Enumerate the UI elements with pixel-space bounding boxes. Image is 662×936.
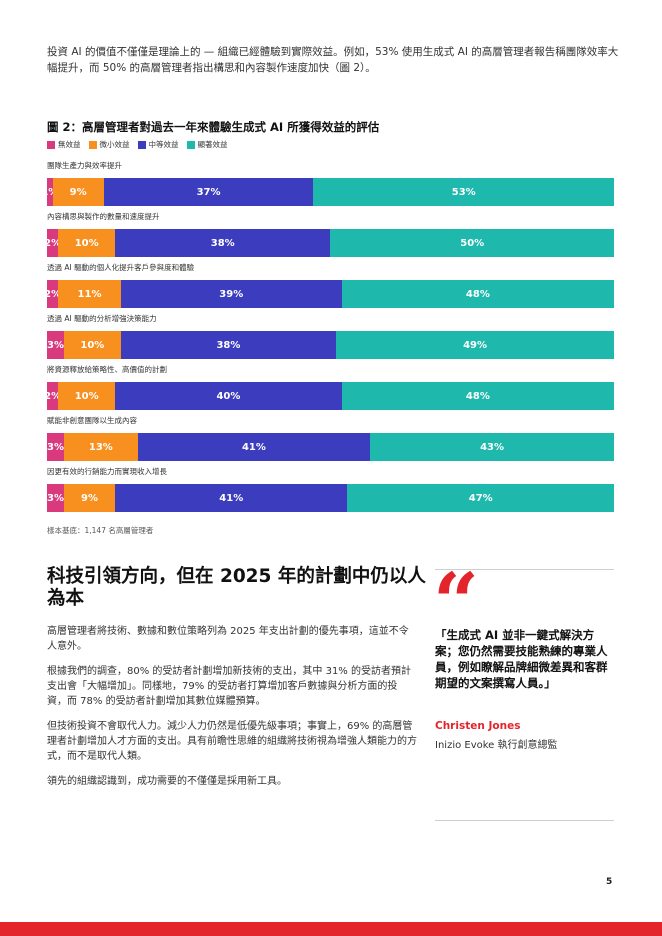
bar-segment-none: 2%	[44, 229, 61, 257]
bar-segment-none: 3%	[47, 433, 64, 461]
legend-label-significant: 顯著效益	[197, 140, 228, 149]
bar-segment-moderate: 40%	[115, 382, 342, 410]
section-title: 科技引領方向，但在 2025 年的計劃中仍以人為本	[47, 566, 426, 609]
chart-row: 賦能非創意團隊以生成內容 3% 13% 41% 43%	[47, 415, 614, 461]
legend-item-moderate: 中等效益	[137, 139, 179, 150]
bar-segment-none: 2%	[44, 280, 61, 308]
bar-segment-moderate: 39%	[120, 280, 342, 308]
stacked-bar: 2% 10% 40% 48%	[44, 382, 614, 410]
bar-segment-moderate: 38%	[120, 331, 337, 359]
category-label: 賦能非創意團隊以生成內容	[47, 416, 137, 425]
chart-row: 透過 AI 驅動的個人化提升客戶參與度和體驗 2% 11% 39% 48%	[44, 262, 614, 308]
legend-swatch-moderate	[137, 140, 146, 149]
quote-mark-icon: “	[433, 555, 480, 649]
bar-segment-none: 2%	[44, 382, 61, 410]
bar-segment-significant: 47%	[347, 484, 614, 512]
bar-segment-moderate: 37%	[103, 178, 314, 206]
legend-label-moderate: 中等效益	[148, 140, 179, 149]
legend-swatch-small	[88, 140, 97, 149]
body-paragraph: 根據我們的調查，80% 的受訪者計劃增加新技術的支出，其中 31% 的受訪者預計…	[47, 666, 411, 707]
body-paragraph: 但技術投資不會取代人力。減少人力仍然是低優先級事項；事實上，69% 的高層管理者…	[47, 721, 417, 762]
stacked-bar: 1% 9% 37% 53%	[41, 178, 614, 206]
bar-segment-small: 9%	[64, 484, 116, 512]
category-label: 因更有效的行銷能力而實現收入增長	[47, 467, 167, 476]
body-paragraph: 領先的組織認識到，成功需要的不僅僅是採用新工具。	[47, 776, 287, 787]
category-label: 透過 AI 驅動的個人化提升客戶參與度和體驗	[47, 263, 195, 272]
bar-segment-small: 10%	[58, 382, 116, 410]
quote-author-role: Inizio Evoke 執行創意總監	[435, 740, 558, 751]
chart-legend: 無效益 微小效益 中等效益 顯著效益	[47, 139, 228, 150]
legend-swatch-none	[47, 140, 55, 149]
figure-title: 圖 2：高層管理者對過去一年來體驗生成式 AI 所獲得效益的評估	[47, 120, 380, 134]
stacked-bar: 2% 11% 39% 48%	[44, 280, 614, 308]
bar-segment-significant: 48%	[341, 280, 614, 308]
intro-paragraph: 投資 AI 的價值不僅僅是理論上的 — 組織已經體驗到實際效益。例如，53% 使…	[47, 46, 619, 74]
footer-accent-bar	[0, 922, 662, 936]
page-number: 5	[606, 877, 613, 887]
legend-swatch-significant	[186, 140, 195, 149]
chart-row: 因更有效的行銷能力而實現收入增長 3% 9% 41% 47%	[47, 466, 614, 512]
category-label: 團隊生產力與效率提升	[47, 161, 122, 170]
bar-segment-moderate: 41%	[115, 484, 348, 512]
category-label: 透過 AI 驅動的分析增強決策能力	[47, 314, 157, 323]
sample-base-note: 樣本基底：1,147 名高層管理者	[47, 526, 154, 535]
pull-quote: “ 「生成式 AI 並非一鍵式解決方案；您仍然需要技能熟練的專業人員，例如瞭解品…	[433, 562, 614, 821]
bar-segment-none: 3%	[47, 331, 64, 359]
bar-segment-small: 13%	[64, 433, 138, 461]
stacked-bar: 3% 10% 38% 49%	[47, 331, 614, 359]
category-label: 內容構思與製作的數量和速度提升	[47, 212, 160, 221]
chart-row: 內容構思與製作的數量和速度提升 2% 10% 38% 50%	[44, 211, 614, 257]
chart-row: 團隊生產力與效率提升 1% 9% 37% 53%	[41, 160, 614, 206]
bar-segment-small: 11%	[58, 280, 121, 308]
section-body: 高層管理者將技術、數據和數位策略列為 2025 年支出計劃的優先事項，這並不令人…	[47, 624, 417, 799]
stacked-bar: 3% 9% 41% 47%	[47, 484, 614, 512]
chart-row: 透過 AI 驅動的分析增強決策能力 3% 10% 38% 49%	[47, 313, 614, 359]
bar-segment-significant: 49%	[336, 331, 614, 359]
legend-item-significant: 顯著效益	[186, 139, 228, 150]
legend-label-none: 無效益	[58, 140, 81, 149]
bar-segment-significant: 53%	[313, 178, 614, 206]
bar-segment-small: 9%	[52, 178, 104, 206]
bar-segment-none: 1%	[41, 178, 58, 206]
bar-segment-small: 10%	[64, 331, 121, 359]
category-label: 將資源釋放給策略性、高價值的計劃	[47, 365, 167, 374]
bar-segment-significant: 50%	[330, 229, 614, 257]
legend-item-small: 微小效益	[88, 139, 130, 150]
legend-label-small: 微小效益	[99, 140, 130, 149]
legend-item-none: 無效益	[47, 139, 81, 150]
quote-text: 「生成式 AI 並非一鍵式解決方案；您仍然需要技能熟練的專業人員，例如瞭解品牌細…	[435, 628, 608, 690]
bar-segment-moderate: 41%	[137, 433, 371, 461]
bar-segment-none: 3%	[47, 484, 64, 512]
stacked-bar: 3% 13% 41% 43%	[47, 433, 614, 461]
quote-author-name: Christen Jones	[435, 720, 521, 732]
bar-segment-significant: 43%	[370, 433, 614, 461]
body-paragraph: 高層管理者將技術、數據和數位策略列為 2025 年支出計劃的優先事項，這並不令人…	[47, 626, 409, 652]
bar-segment-moderate: 38%	[115, 229, 331, 257]
bar-segment-small: 10%	[58, 229, 116, 257]
stacked-bar: 2% 10% 38% 50%	[44, 229, 614, 257]
chart-row: 將資源釋放給策略性、高價值的計劃 2% 10% 40% 48%	[44, 364, 614, 410]
bar-segment-significant: 48%	[341, 382, 614, 410]
